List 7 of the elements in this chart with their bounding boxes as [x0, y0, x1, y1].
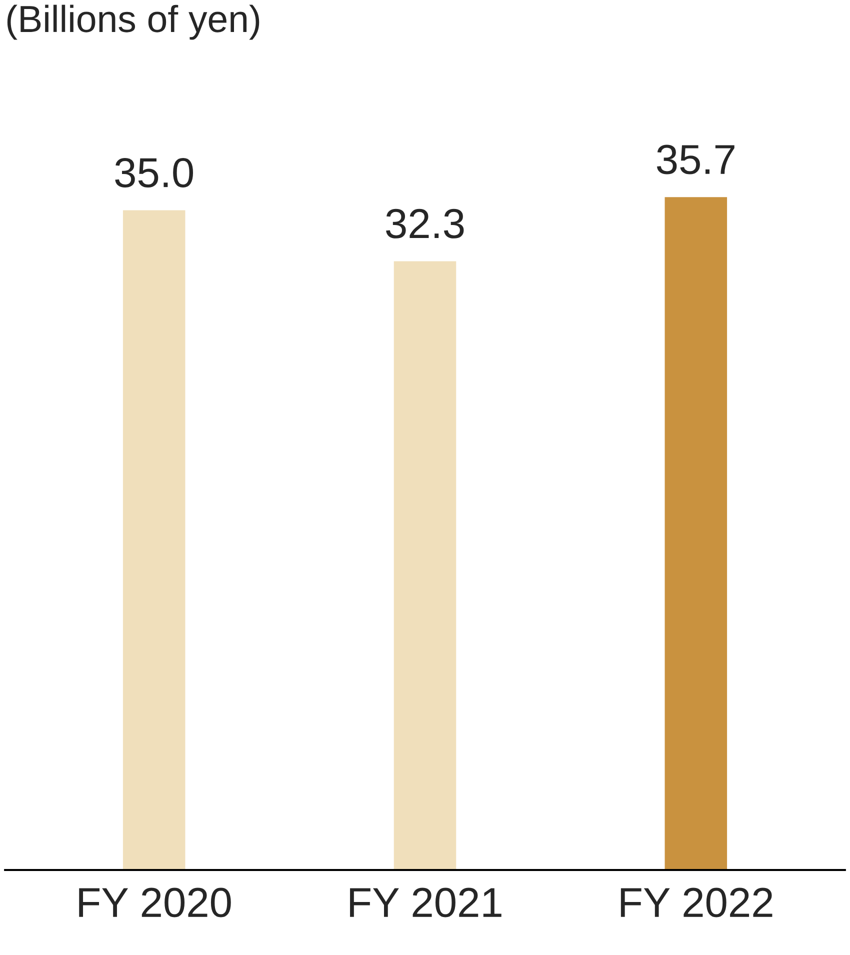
x-tick-label: FY 2020	[79, 888, 231, 918]
x-tick-label: FY 2021	[350, 888, 502, 918]
y-axis-title: (Billions of yen)	[7, 4, 260, 40]
data-label: 32.3	[386, 208, 464, 238]
data-label: 35.7	[656, 144, 734, 174]
data-label: 35.0	[115, 158, 194, 188]
x-tick-label: FY 2022	[620, 888, 772, 918]
